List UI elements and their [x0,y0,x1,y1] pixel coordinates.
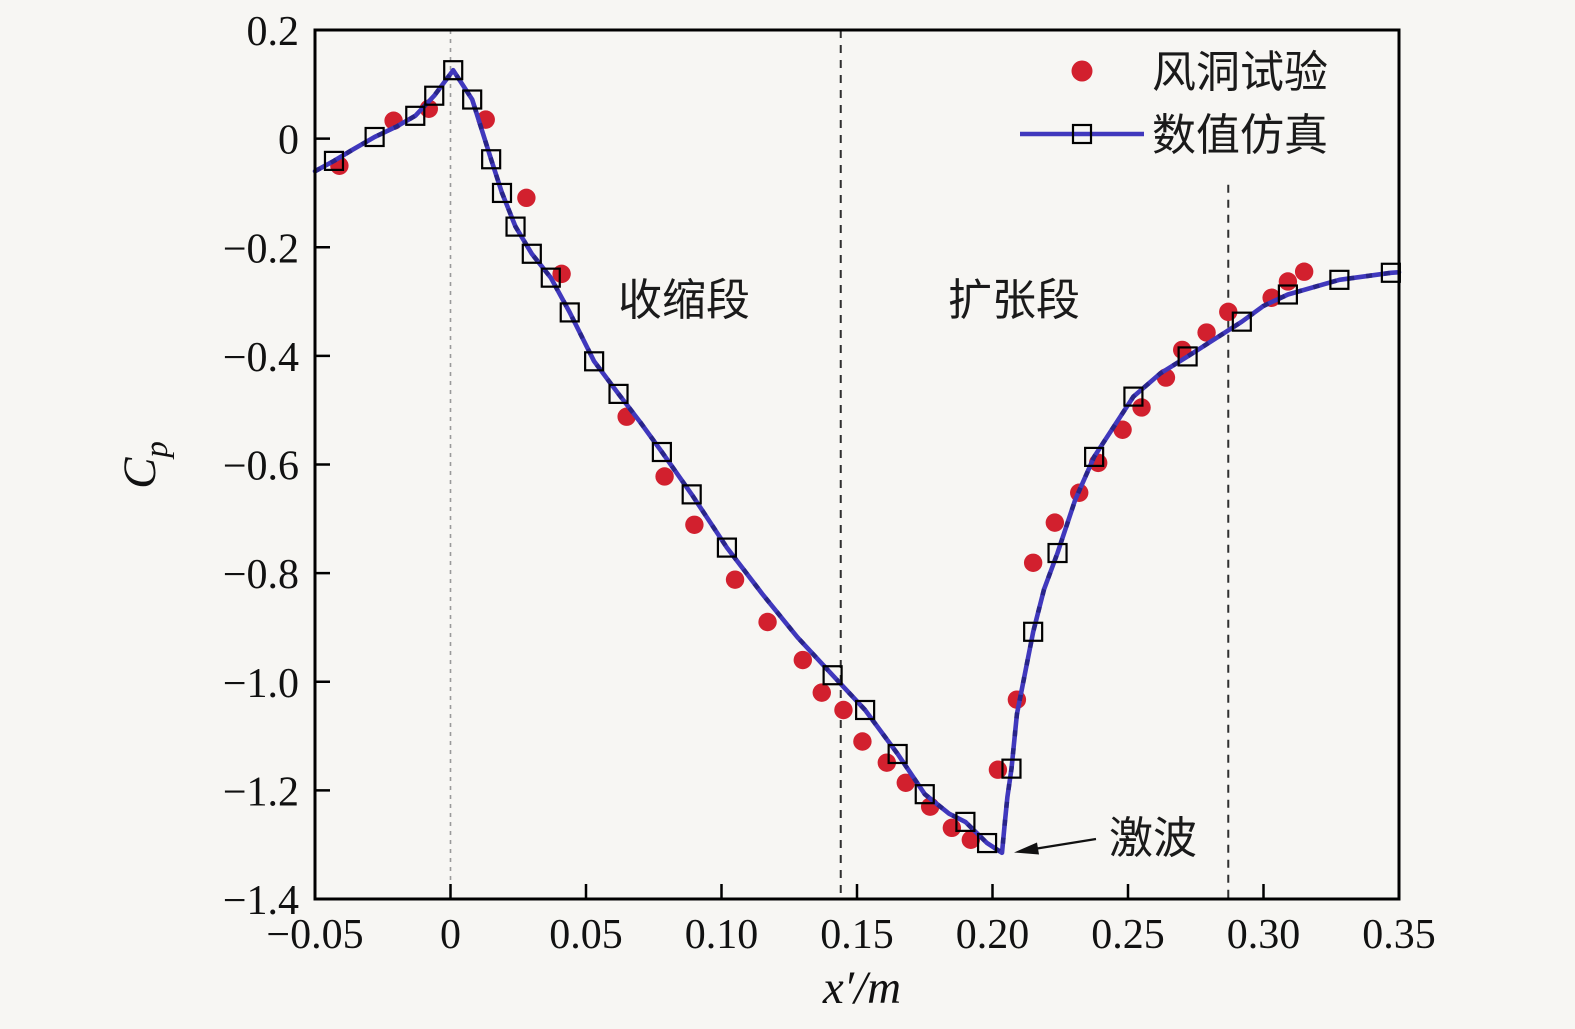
simulation-square-marker [559,302,580,323]
simulation-square-marker [1047,542,1068,564]
simulation-line-overlay [313,67,1400,856]
simulation-markers [323,60,1401,854]
shock-arrow-head-icon [1014,842,1039,855]
y-tick-label: −1.4 [223,878,299,924]
contraction-section-label: 收缩段 [618,276,750,325]
simulation-square-marker [1023,621,1044,642]
y-tick-label: −1.0 [223,661,299,707]
experiment-dot [812,683,831,702]
expansion-section-label: 扩张段 [948,276,1080,325]
simulation-square-marker [1231,311,1252,332]
simulation-square-marker [914,784,935,805]
x-tick-label: 0.15 [820,912,894,958]
simulation-square-marker [1177,346,1198,367]
simulation-square-marker [955,811,976,832]
y-axis-label-sub: p [139,441,175,460]
experiment-dot [1278,272,1298,291]
experiment-dot [961,830,981,849]
x-tick-label: 0 [440,912,461,958]
y-tick-label: −0.2 [223,226,299,272]
x-tick-label: −0.05 [266,912,363,958]
simulation-square-marker [1123,386,1144,407]
simulation-square-marker [481,149,502,170]
simulation-square-marker [1277,284,1298,305]
axis-ticks: −0.05 0 0.05 0.10 0.15 0.20 0.25 0.30 0.350.20−0… [223,9,1436,958]
y-tick-label: −1.2 [223,769,299,815]
x-tick-label: 0.10 [685,912,759,958]
experiment-dot [517,188,536,208]
experiment-dot [793,650,812,670]
simulation-square-marker [1001,758,1022,779]
shock-annotation: 激波 [1014,814,1197,863]
y-tick-label: −0.4 [223,335,299,381]
simulation-square-marker [323,150,345,171]
experiment-dot [834,700,853,720]
y-tick-label: 0.2 [247,9,300,55]
x-tick-label: 0.35 [1362,912,1436,958]
legend-experiment-marker-icon [1071,60,1093,82]
simulation-square-marker [491,182,513,204]
simulation-square-marker [584,351,605,372]
legend-simulation-label: 数值仿真 [1152,111,1328,160]
simulation-square-marker [462,89,483,110]
y-tick-label: 0 [278,118,299,164]
legend-simulation-marker-icon [1071,123,1093,145]
simulation-square-marker [976,832,998,854]
simulation-square-marker [443,60,464,81]
experiment-dot [655,467,674,486]
experiment-dot [896,773,915,792]
simulation-square-marker [521,243,542,264]
simulation-square-marker [405,105,426,126]
simulation-square-marker [505,216,526,237]
experiment-points [330,99,1314,849]
section-divider-lines [449,30,1230,899]
simulation-square-marker [822,665,843,686]
legend: 风洞试验 数值仿真 [1020,48,1328,160]
experiment-dot [1132,398,1151,417]
simulation-square-marker [1329,269,1350,290]
x-tick-label: 0.25 [1091,912,1165,958]
experiment-dot [1294,262,1314,281]
x-axis-label: x′/m [822,962,901,1014]
simulation-square-marker [651,441,672,463]
experiment-dot [988,760,1008,779]
x-tick-label: 0.20 [956,912,1030,958]
shock-arrow-line [1033,837,1097,851]
experiment-dot [758,612,777,632]
simulation-square-marker [855,699,876,721]
x-tick-label: 0.30 [1227,912,1301,958]
experiment-dot [877,753,897,772]
simulation-square-marker [887,743,908,765]
simulation-square-marker [364,126,385,148]
simulation-square-marker [681,484,702,505]
y-axis-label-main: C [114,457,166,489]
experiment-dot [725,570,745,589]
plot-frame [313,28,1401,901]
y-axis-label: Cp [114,441,175,489]
shock-label: 激波 [1109,814,1197,863]
experiment-dot [552,264,571,284]
experiment-dot [685,515,704,534]
experiment-dot [1197,323,1216,342]
experiment-dot [1113,420,1132,439]
experiment-dot [942,818,962,838]
x-tick-label: 0.05 [549,912,623,958]
experiment-dot [1045,513,1065,532]
simulation-square-marker [540,267,561,288]
y-tick-label: −0.8 [223,552,299,598]
simulation-square-marker [424,85,445,106]
experiment-dot [853,732,872,751]
experiment-dot [1023,553,1043,573]
y-tick-label: −0.6 [223,444,299,490]
simulation-square-marker [716,537,738,558]
simulation-curve [312,67,1402,856]
simulation-square-marker [1084,446,1105,467]
legend-experiment-label: 风洞试验 [1152,48,1328,97]
simulation-square-marker [608,383,629,404]
